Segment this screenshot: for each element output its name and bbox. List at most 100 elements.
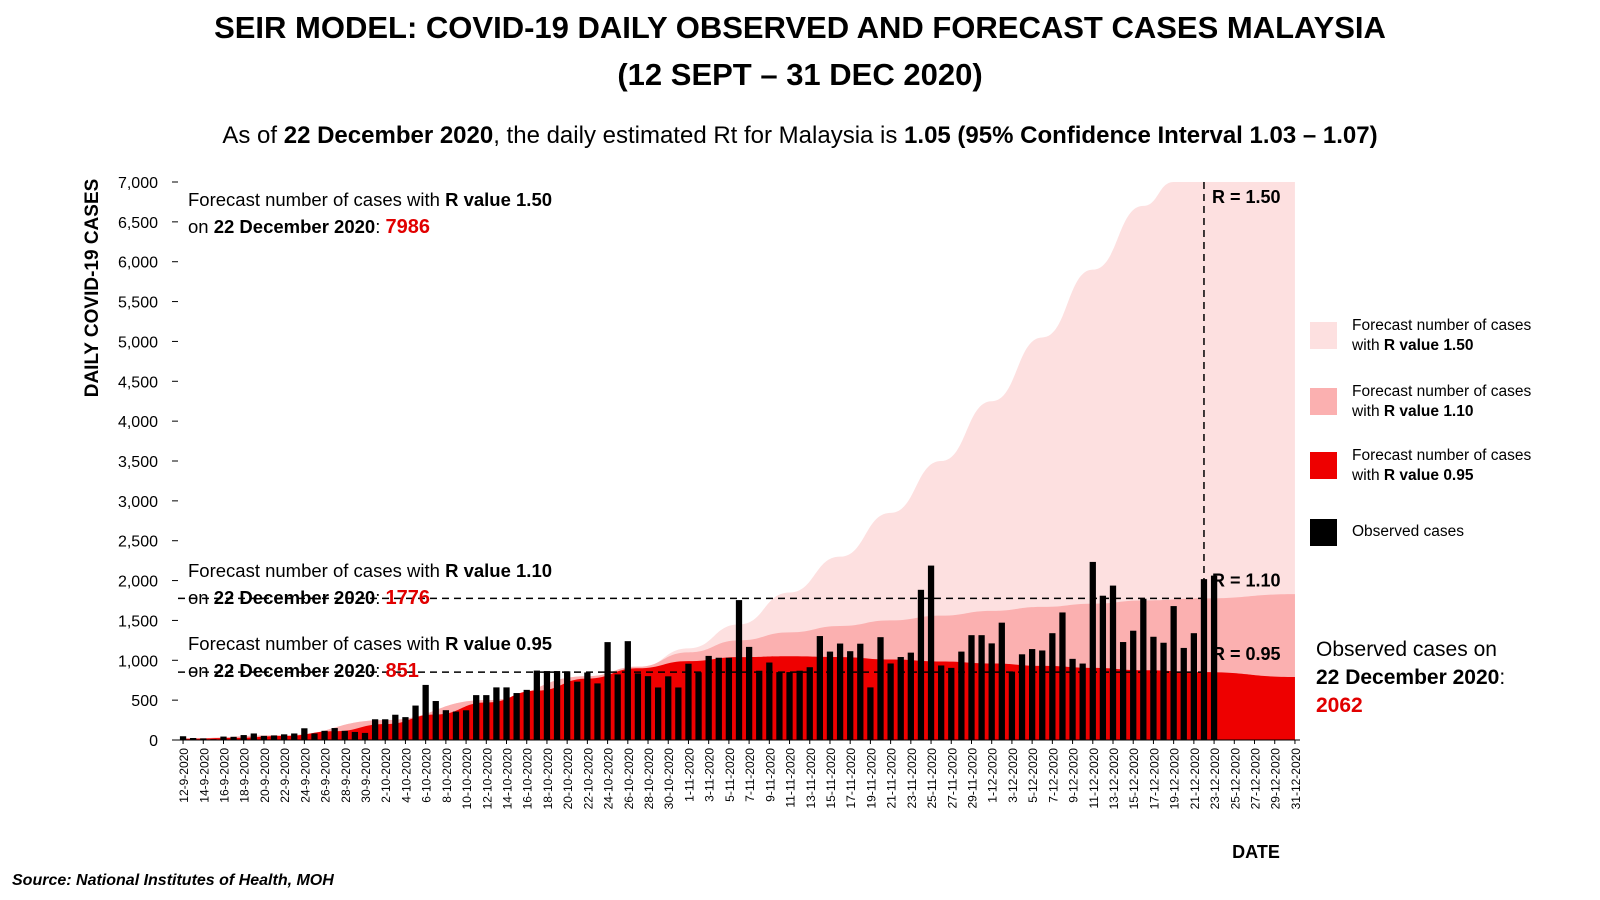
observed-bar (422, 684, 429, 740)
observed-bar (1099, 595, 1107, 740)
observed-bar (796, 670, 803, 740)
x-tick-label: 29-11-2020 (965, 748, 979, 809)
x-tick-label: 19-12-2020 (1168, 748, 1182, 810)
x-tick-label: 14-9-2020 (197, 748, 211, 803)
x-tick-label: 23-12-2020 (1208, 748, 1222, 810)
observed-bar (1018, 654, 1026, 740)
x-tick-label: 6-10-2020 (420, 748, 434, 803)
x-tick-label: 1-11-2020 (682, 748, 696, 802)
x-tick-label: 17-12-2020 (1147, 748, 1161, 810)
observed-bar (745, 646, 753, 740)
annotation-r150-value: 7986 (385, 216, 430, 238)
x-tick-label: 30-10-2020 (662, 748, 676, 810)
observed-bar (179, 736, 187, 740)
y-tick-label: 5,500 (118, 295, 158, 312)
x-tick-label: 18-9-2020 (238, 748, 252, 803)
observed-bar (624, 641, 631, 740)
observed-bar (351, 731, 359, 740)
x-tick-label: 20-10-2020 (561, 748, 575, 810)
observed-bar (816, 636, 823, 740)
observed-bar (644, 676, 652, 740)
observed-bar (553, 671, 561, 740)
observed-bar (776, 672, 783, 740)
observed-bar (1119, 642, 1127, 740)
observed-bar (1190, 633, 1197, 740)
x-tick-label: 31-12-2020 (1289, 748, 1303, 810)
legend-item-r110: Forecast number of cases with R value 1.1… (1352, 383, 1532, 420)
observed-bar (503, 687, 510, 740)
observed-bar (574, 681, 581, 740)
observed-bar (543, 671, 551, 740)
observed-bar (988, 643, 995, 740)
x-tick-label: 15-11-2020 (824, 748, 838, 809)
observed-bar (564, 671, 571, 740)
x-tick-label: 5-11-2020 (723, 748, 737, 802)
observed-bar (705, 655, 712, 740)
x-tick-label: 24-9-2020 (298, 748, 312, 803)
observed-bar (877, 637, 884, 740)
x-tick-label: 21-12-2020 (1188, 748, 1202, 810)
legend-swatch-observed (1310, 519, 1337, 546)
observed-bar (1109, 585, 1117, 740)
x-tick-label: 3-11-2020 (703, 748, 717, 802)
source-note: Source: National Institutes of Health, M… (12, 872, 334, 889)
observed-bar (958, 651, 965, 740)
observed-bar (847, 651, 854, 740)
observed-bar (483, 695, 490, 740)
y-tick-label: 3,000 (118, 494, 158, 511)
x-tick-label: 20-9-2020 (258, 748, 272, 803)
legend-item-observed: Observed cases (1352, 523, 1464, 540)
x-tick-label: 4-10-2020 (399, 748, 413, 803)
chart-title-line2: (12 SEPT – 31 DEC 2020) (617, 57, 983, 92)
observed-bar (685, 663, 692, 740)
legend-item-r095: Forecast number of cases with R value 0.9… (1352, 447, 1532, 484)
y-tick-label: 1,500 (118, 613, 158, 630)
x-tick-label: 30-9-2020 (359, 748, 373, 803)
observed-bar (1008, 671, 1016, 740)
observed-bar (321, 730, 328, 740)
x-tick-label: 3-12-2020 (1006, 748, 1020, 803)
observed-bar (1039, 650, 1046, 740)
observed-bar (1150, 636, 1157, 740)
y-tick-label: 2,000 (118, 574, 158, 591)
observed-bar (1049, 633, 1056, 740)
x-tick-label: 28-10-2020 (642, 748, 656, 810)
observed-bar (1160, 642, 1167, 740)
chart-subtitle: As of 22 December 2020, the daily estima… (222, 122, 1378, 149)
observed-bar (200, 738, 207, 740)
observed-bar (452, 711, 460, 740)
observed-bar (493, 687, 500, 740)
legend-item-r150: Forecast number of cases with R value 1.5… (1352, 317, 1532, 354)
x-tick-label: 8-10-2020 (440, 748, 454, 803)
y-axis-title: DAILY COVID-19 CASES (82, 179, 103, 398)
observed-bar (341, 730, 348, 740)
x-tick-label: 14-10-2020 (501, 748, 515, 810)
observed-bar (887, 663, 894, 740)
observed-bar (1130, 630, 1137, 740)
observed-bar (402, 717, 409, 740)
annotation-r095: Forecast number of cases with R value 0.… (188, 633, 553, 682)
x-tick-label: 21-11-2020 (885, 748, 899, 809)
observed-bar (766, 662, 773, 740)
observed-bar (1200, 579, 1208, 740)
reference-lines: R = 1.50 R = 1.10 R = 0.95 (178, 182, 1281, 740)
observed-bar (584, 672, 591, 740)
observed-bar (968, 635, 975, 740)
observed-bar (786, 672, 793, 740)
observed-bar (756, 670, 763, 740)
observed-bar (907, 652, 914, 740)
y-tick-label: 5,000 (118, 334, 158, 351)
observed-bar (291, 733, 298, 740)
x-tick-label: 12-10-2020 (480, 748, 494, 810)
y-tick-label: 0 (149, 733, 158, 750)
observed-bar (948, 667, 955, 740)
x-tick-label: 7-11-2020 (743, 748, 757, 802)
observed-bar (897, 657, 904, 740)
observed-bar (978, 635, 985, 740)
observed-bar (270, 735, 278, 740)
x-tick-label: 19-11-2020 (864, 748, 878, 809)
y-tick-label: 6,500 (118, 215, 158, 232)
observed-bar (725, 657, 733, 740)
chart-title-line1: SEIR MODEL: COVID-19 DAILY OBSERVED AND … (214, 10, 1386, 45)
observed-bar (867, 687, 874, 740)
